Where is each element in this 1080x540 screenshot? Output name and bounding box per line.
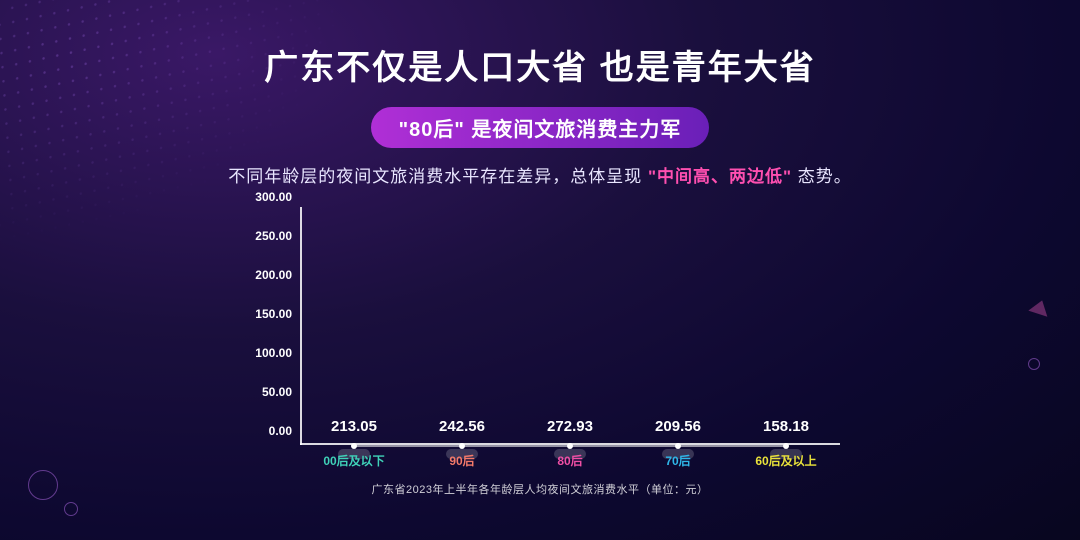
content-container: 广东不仅是人口大省 也是青年大省 "80后" 是夜间文旅消费主力军 不同年龄层的…: [0, 0, 1080, 540]
desc-suffix: 态势。: [798, 167, 852, 186]
chart-y-tick: 250.00: [242, 229, 292, 243]
chart-y-tick: 100.00: [242, 346, 292, 360]
subtitle-pill: "80后" 是夜间文旅消费主力军: [371, 107, 710, 148]
chart-category-label: 00后及以下: [323, 452, 384, 469]
desc-highlight: "中间高、两边低": [648, 167, 792, 186]
chart-caption: 广东省2023年上半年各年龄层人均夜间文旅消费水平（单位：元）: [230, 481, 850, 497]
chart-y-tick: 200.00: [242, 268, 292, 282]
desc-prefix: 不同年龄层的夜间文旅消费水平存在差异，总体呈现: [228, 167, 642, 186]
chart-y-tick: 0.00: [242, 424, 292, 438]
chart-plot-area: 00后及以下213.0590后242.5680后272.9370后209.566…: [300, 211, 840, 445]
chart-category-label: 80后: [557, 452, 582, 469]
chart-y-tick: 50.00: [242, 385, 292, 399]
chart-value-label: 213.05: [331, 418, 377, 435]
chart-category-label: 60后及以上: [755, 452, 816, 469]
chart-bars-container: 00后及以下213.0590后242.5680后272.9370后209.566…: [300, 211, 840, 445]
chart-value-label: 242.56: [439, 418, 485, 435]
chart-y-tick: 150.00: [242, 307, 292, 321]
chart-category-label: 90后: [449, 452, 474, 469]
chart-value-label: 272.93: [547, 418, 593, 435]
chart-value-label: 209.56: [655, 418, 701, 435]
bar-chart: 00后及以下 213.05 90后 242.56 80后 272.93 70后 209.56 6…: [230, 201, 850, 501]
chart-category-label: 70后: [665, 452, 690, 469]
page-title: 广东不仅是人口大省 也是青年大省: [264, 40, 815, 89]
description-line: 不同年龄层的夜间文旅消费水平存在差异，总体呈现 "中间高、两边低" 态势。: [228, 162, 852, 187]
chart-value-label: 158.18: [763, 418, 809, 435]
chart-y-tick: 300.00: [242, 190, 292, 204]
